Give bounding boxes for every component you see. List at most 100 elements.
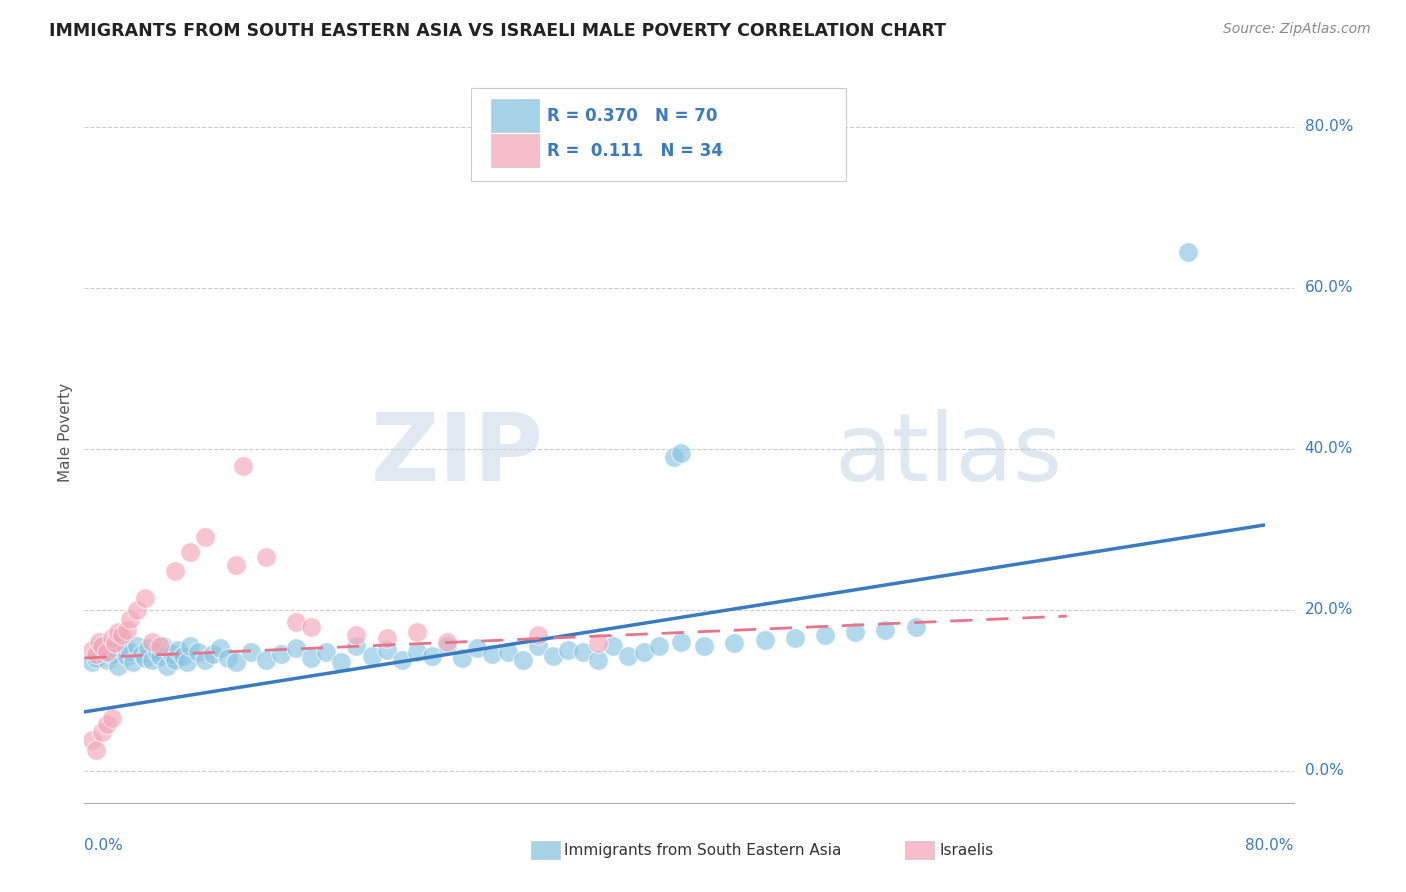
Point <box>100 647 122 661</box>
Point <box>420 649 443 664</box>
Point <box>100 711 122 725</box>
Point <box>96 644 118 658</box>
Point <box>89 635 111 649</box>
Point <box>127 602 149 616</box>
Point <box>80 643 103 657</box>
Point <box>572 644 595 658</box>
Point <box>299 651 322 665</box>
Point <box>96 717 118 731</box>
Point <box>723 636 745 650</box>
Text: Source: ZipAtlas.com: Source: ZipAtlas.com <box>1223 22 1371 37</box>
Text: ZIP: ZIP <box>371 409 544 500</box>
FancyBboxPatch shape <box>491 135 538 167</box>
Point <box>209 641 232 656</box>
Point <box>671 635 693 649</box>
Point <box>176 655 198 669</box>
Point <box>86 743 108 757</box>
Y-axis label: Male Poverty: Male Poverty <box>58 383 73 483</box>
Point <box>149 639 172 653</box>
Point <box>152 639 174 653</box>
Point <box>512 652 534 666</box>
Point <box>121 655 143 669</box>
Point <box>754 633 776 648</box>
Text: 80.0%: 80.0% <box>1305 120 1353 135</box>
Point <box>118 612 141 626</box>
Point <box>91 644 114 658</box>
Point <box>254 652 277 666</box>
Point <box>91 725 114 739</box>
Point <box>875 623 897 637</box>
Point <box>86 651 108 665</box>
Point <box>91 639 114 653</box>
Text: IMMIGRANTS FROM SOUTH EASTERN ASIA VS ISRAELI MALE POVERTY CORRELATION CHART: IMMIGRANTS FROM SOUTH EASTERN ASIA VS IS… <box>49 22 946 40</box>
Point <box>100 631 122 645</box>
Point <box>104 636 127 650</box>
Point <box>375 631 398 645</box>
FancyBboxPatch shape <box>530 841 560 859</box>
Text: atlas: atlas <box>834 409 1063 500</box>
Point <box>225 655 247 669</box>
Point <box>179 545 201 559</box>
Point <box>814 628 837 642</box>
Point <box>662 450 685 464</box>
Point <box>481 647 503 661</box>
Point <box>107 625 129 640</box>
Point <box>232 459 254 474</box>
Point <box>194 530 217 544</box>
Point <box>149 649 172 664</box>
Point <box>194 652 217 666</box>
Point <box>617 649 640 664</box>
Point <box>496 644 519 658</box>
Point <box>671 446 693 460</box>
Point <box>86 647 108 661</box>
Point <box>146 644 169 658</box>
Point <box>270 647 292 661</box>
FancyBboxPatch shape <box>471 88 846 181</box>
Point <box>201 647 224 661</box>
Point <box>285 641 308 656</box>
Text: 20.0%: 20.0% <box>1305 602 1353 617</box>
Point <box>156 659 179 673</box>
Point <box>1177 244 1199 259</box>
Point <box>436 639 458 653</box>
Text: 60.0%: 60.0% <box>1305 280 1353 295</box>
Text: Israelis: Israelis <box>939 843 994 858</box>
Point <box>141 635 163 649</box>
Point <box>346 639 368 653</box>
Point <box>104 641 127 656</box>
Point <box>225 558 247 573</box>
Point <box>160 647 183 661</box>
Point <box>527 639 550 653</box>
Point <box>107 659 129 673</box>
Point <box>111 628 134 642</box>
Text: R = 0.370   N = 70: R = 0.370 N = 70 <box>547 107 718 125</box>
Text: 0.0%: 0.0% <box>1305 764 1343 778</box>
Point <box>693 639 716 653</box>
Point <box>127 639 149 653</box>
Point <box>165 564 187 578</box>
Point <box>285 615 308 629</box>
Point <box>541 649 564 664</box>
Point <box>633 644 655 658</box>
Point <box>588 636 610 650</box>
FancyBboxPatch shape <box>491 99 538 132</box>
Point <box>115 649 138 664</box>
Point <box>602 639 624 653</box>
Point <box>217 651 239 665</box>
Text: Immigrants from South Eastern Asia: Immigrants from South Eastern Asia <box>564 843 842 858</box>
Point <box>391 652 413 666</box>
Point <box>527 628 550 642</box>
Point <box>436 635 458 649</box>
Point <box>136 641 159 656</box>
Point <box>844 625 866 640</box>
Point <box>167 643 190 657</box>
Point <box>80 655 103 669</box>
Point <box>375 643 398 657</box>
Point <box>179 639 201 653</box>
Text: R =  0.111   N = 34: R = 0.111 N = 34 <box>547 142 724 160</box>
Point <box>346 628 368 642</box>
Point <box>89 639 111 653</box>
Point <box>165 652 187 666</box>
Point <box>134 651 156 665</box>
Text: 0.0%: 0.0% <box>84 838 124 853</box>
